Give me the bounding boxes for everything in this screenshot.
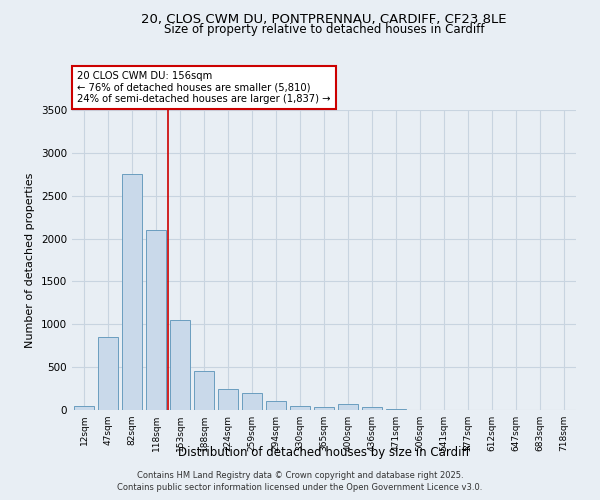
Bar	[74, 406, 94, 410]
Bar	[122, 174, 142, 410]
Bar	[266, 402, 286, 410]
Bar	[194, 372, 214, 410]
Bar	[386, 409, 406, 410]
Text: Size of property relative to detached houses in Cardiff: Size of property relative to detached ho…	[164, 22, 484, 36]
Bar	[314, 408, 334, 410]
Text: Distribution of detached houses by size in Cardiff: Distribution of detached houses by size …	[178, 446, 470, 459]
Bar	[362, 408, 382, 410]
Bar	[218, 388, 238, 410]
Bar	[98, 337, 118, 410]
Text: Contains HM Land Registry data © Crown copyright and database right 2025.
Contai: Contains HM Land Registry data © Crown c…	[118, 471, 482, 492]
Y-axis label: Number of detached properties: Number of detached properties	[25, 172, 35, 348]
Bar	[146, 230, 166, 410]
Text: 20, CLOS CWM DU, PONTPRENNAU, CARDIFF, CF23 8LE: 20, CLOS CWM DU, PONTPRENNAU, CARDIFF, C…	[141, 12, 507, 26]
Bar	[290, 406, 310, 410]
Text: 20 CLOS CWM DU: 156sqm
← 76% of detached houses are smaller (5,810)
24% of semi-: 20 CLOS CWM DU: 156sqm ← 76% of detached…	[77, 71, 331, 104]
Bar	[242, 393, 262, 410]
Bar	[170, 320, 190, 410]
Bar	[338, 404, 358, 410]
